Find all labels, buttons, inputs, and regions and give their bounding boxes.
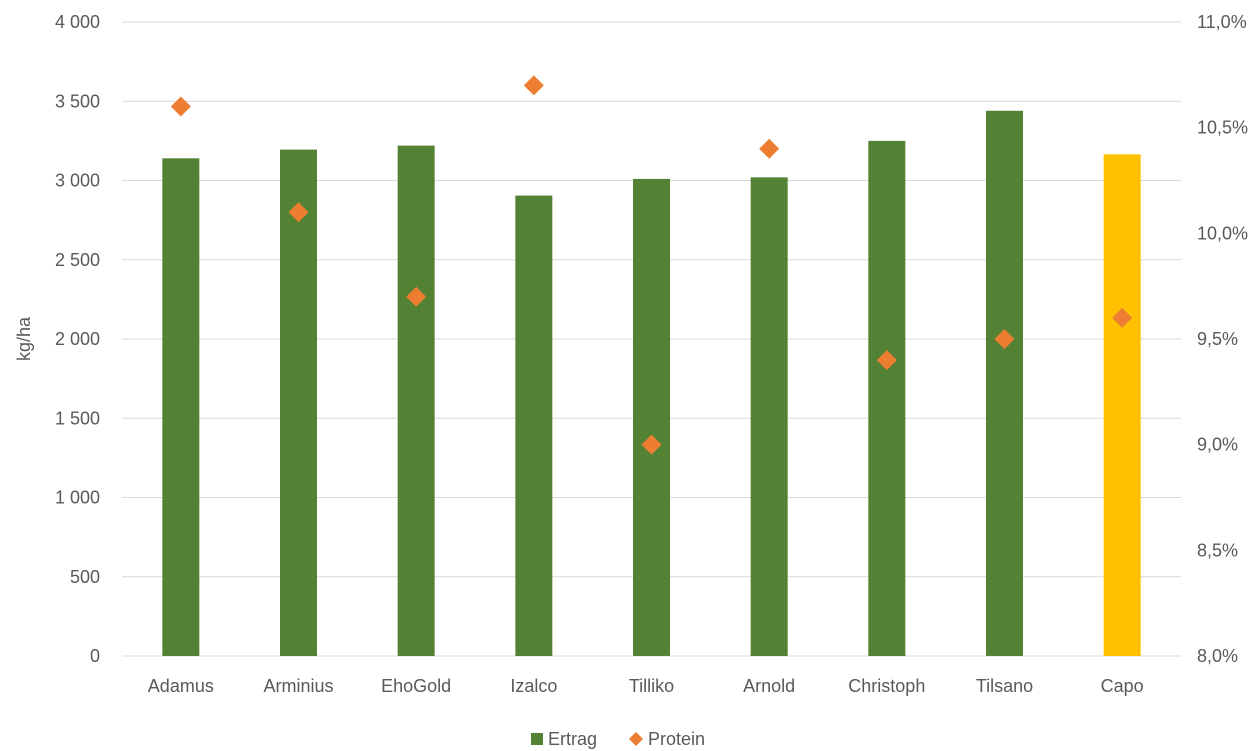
right-axis-tick-labels: 8,0% 8,5% 9,0% 9,5% 10,0% 10,5% 11,0% [1197, 12, 1248, 666]
left-tick-label: 1 500 [55, 408, 100, 428]
right-tick-label: 11,0% [1197, 12, 1247, 32]
legend-swatch-protein [629, 732, 643, 746]
legend: Ertrag Protein [531, 729, 705, 749]
bar [162, 158, 200, 656]
bar [633, 178, 670, 657]
bar [868, 140, 906, 656]
right-tick-label: 8,5% [1197, 540, 1238, 560]
protein-point [994, 329, 1015, 349]
left-axis-tick-labels: 0 500 1 000 1 500 2 000 2 500 3 000 3 500 4 000 [55, 12, 100, 666]
left-tick-label: 2 500 [55, 250, 100, 270]
right-tick-label: 8,0% [1197, 646, 1238, 666]
bar [397, 145, 435, 656]
protein-point [406, 286, 427, 307]
bar-series-ertrag [162, 110, 1141, 657]
bar [986, 110, 1023, 656]
protein-point [1112, 307, 1133, 328]
legend-swatch-ertrag [531, 733, 543, 745]
protein-point [288, 202, 309, 223]
category-label: EhoGold [381, 676, 451, 696]
legend-label-protein: Protein [648, 729, 705, 749]
right-tick-label: 10,0% [1197, 223, 1248, 243]
left-tick-label: 0 [90, 646, 100, 666]
left-tick-label: 2 000 [55, 329, 100, 349]
category-label: Adamus [148, 676, 214, 696]
bar [515, 195, 553, 656]
bar [1103, 154, 1141, 656]
protein-point [641, 434, 662, 455]
category-label: Arminius [263, 676, 333, 696]
marker-series-protein [170, 75, 1133, 455]
category-label: Tilsano [976, 676, 1033, 696]
bar [750, 177, 788, 656]
right-tick-label: 9,0% [1197, 435, 1238, 455]
category-labels: Adamus Arminius EhoGold Izalco Tilliko Arnold… [148, 676, 1144, 696]
category-label: Christoph [848, 676, 925, 696]
left-tick-label: 1 000 [55, 488, 100, 508]
left-tick-label: 4 000 [55, 12, 100, 32]
left-tick-label: 3 500 [55, 91, 100, 111]
category-label: Arnold [743, 676, 795, 696]
right-tick-label: 9,5% [1197, 329, 1238, 349]
left-tick-label: 500 [70, 567, 100, 587]
right-tick-label: 10,5% [1197, 118, 1248, 138]
category-label: Capo [1101, 676, 1144, 696]
bar [280, 149, 317, 656]
y-axis-label: kg/ha [14, 316, 34, 361]
protein-point [523, 75, 544, 96]
category-label: Izalco [510, 676, 557, 696]
legend-label-ertrag: Ertrag [548, 729, 597, 749]
left-tick-label: 3 000 [55, 171, 100, 191]
protein-point [759, 138, 780, 159]
category-label: Tilliko [629, 676, 674, 696]
protein-point [170, 96, 191, 117]
protein-point [876, 350, 897, 371]
